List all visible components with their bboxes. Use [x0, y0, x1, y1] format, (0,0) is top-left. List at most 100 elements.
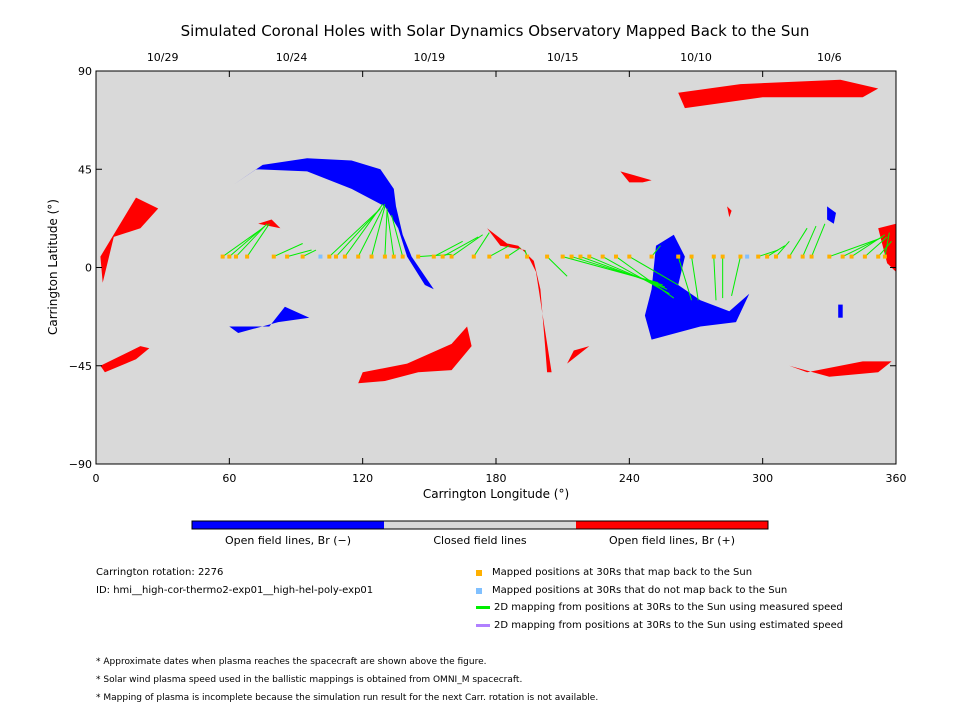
unmapped-point — [318, 254, 323, 259]
mapping-line — [877, 240, 892, 257]
positive-coronal-hole — [678, 79, 879, 109]
mapped-point — [849, 254, 854, 259]
mapped-point — [600, 254, 605, 259]
colorbar-segment — [384, 521, 576, 529]
coronal-holes — [100, 79, 896, 384]
legend-label: 2D mapping from positions at 30Rs to the… — [494, 620, 844, 631]
mapped-point — [227, 254, 232, 259]
y-tick-label: 90 — [78, 65, 92, 78]
mapped-point — [876, 254, 881, 259]
mapping-line — [286, 249, 312, 258]
mapped-point — [234, 254, 238, 259]
negative-coronal-hole — [827, 206, 836, 224]
colorbar-segment — [576, 521, 768, 529]
colorbar — [191, 520, 769, 530]
mapped-point — [342, 254, 347, 259]
mapping-line — [357, 203, 386, 257]
colorbar-label-positive: Open field lines, Br (+) — [608, 534, 736, 547]
y-tick-label: 0 — [85, 262, 92, 275]
mapped-point — [334, 254, 338, 259]
mapping-line — [758, 249, 779, 258]
mapping-line — [344, 203, 384, 257]
top-date-label: 10/29 — [147, 51, 179, 64]
mapped-point — [720, 254, 725, 259]
mapping-line — [775, 240, 790, 257]
positive-coronal-hole — [727, 206, 732, 218]
mapped-point — [774, 254, 778, 259]
mapped-point — [487, 254, 492, 259]
mapped-dot-icon — [476, 569, 482, 576]
mapped-point — [827, 254, 832, 259]
mapped-point — [431, 254, 436, 259]
plot-area — [96, 71, 896, 464]
mapped-point — [840, 254, 845, 259]
mapped-point — [356, 254, 361, 259]
top-date-label: 10/19 — [413, 51, 445, 64]
mapped-point — [560, 254, 565, 259]
top-date-axis: 10/29 10/24 10/19 10/15 10/10 10/6 — [147, 51, 842, 64]
x-tick-label: 60 — [222, 472, 236, 485]
unmapped-point — [745, 254, 750, 259]
colorbar-frame — [191, 520, 769, 530]
mapping-line — [851, 234, 886, 258]
mapped-point — [627, 254, 632, 259]
mapped-point — [765, 254, 770, 259]
mapping-line — [802, 225, 817, 257]
y-axis-label: Carrington Latitude (°) — [46, 199, 60, 335]
y-tick-label: −90 — [69, 458, 92, 471]
footnote-incomplete: * Mapping of plasma is incomplete becaus… — [96, 693, 599, 703]
top-date-label: 10/15 — [547, 51, 579, 64]
x-tick-label: 120 — [352, 472, 373, 485]
purple-line-icon — [476, 624, 490, 627]
mapping-line — [371, 206, 386, 257]
mapping-line — [615, 256, 675, 299]
mapping-line — [273, 243, 303, 258]
footnote-speed: * Solar wind plasma speed used in the ba… — [96, 675, 523, 685]
mapping-line — [335, 208, 381, 257]
mapping-line — [602, 256, 670, 295]
y-axis: 90 45 0 −45 −90 — [69, 65, 896, 471]
mapped-point — [738, 254, 743, 259]
mapped-point — [689, 254, 694, 259]
mapping-line — [811, 223, 826, 257]
mapped-point — [285, 254, 290, 259]
mapping-line — [766, 245, 786, 258]
colorbar-segment — [192, 521, 384, 529]
positive-coronal-hole — [620, 171, 652, 183]
mapped-point — [369, 254, 374, 259]
mapped-point — [809, 254, 814, 259]
y-tick-label: 45 — [78, 163, 92, 176]
mapped-point — [271, 254, 276, 259]
legend-label: Mapped positions at 30Rs that map back t… — [492, 567, 753, 578]
x-tick-label: 180 — [486, 472, 507, 485]
x-tick-label: 360 — [886, 472, 907, 485]
x-tick-label: 240 — [619, 472, 640, 485]
mapping-line — [451, 234, 483, 257]
mapping-line — [731, 256, 741, 296]
mapping-line — [302, 249, 317, 258]
mapping-line — [677, 256, 693, 301]
mapping-line — [384, 208, 388, 257]
legend-item-unmapped: Mapped positions at 30Rs that do not map… — [476, 585, 787, 596]
top-date-label: 10/24 — [276, 51, 308, 64]
mapping-line — [489, 245, 510, 258]
mapped-point — [400, 254, 405, 259]
mapped-point — [587, 254, 592, 259]
mapped-point — [449, 254, 454, 259]
mapped-point — [416, 254, 421, 259]
positive-coronal-hole — [100, 346, 150, 373]
negative-coronal-hole — [644, 234, 750, 340]
footnote-dates: * Approximate dates when plasma reaches … — [96, 657, 487, 667]
mapped-point — [569, 254, 574, 259]
mapped-point — [756, 254, 761, 259]
top-date-label: 10/6 — [817, 51, 842, 64]
y-tick-label: −45 — [69, 360, 92, 373]
mapped-point — [882, 254, 887, 259]
colorbar-label-closed: Closed field lines — [433, 534, 527, 547]
mapping-line — [328, 210, 379, 257]
model-id-text: ID: hmi__high-cor-thermo2-exp01__high-he… — [96, 585, 374, 596]
mapping-line — [229, 225, 266, 257]
mapped-point — [862, 254, 867, 259]
mapped-point — [711, 254, 716, 259]
mapped-point — [471, 254, 476, 259]
